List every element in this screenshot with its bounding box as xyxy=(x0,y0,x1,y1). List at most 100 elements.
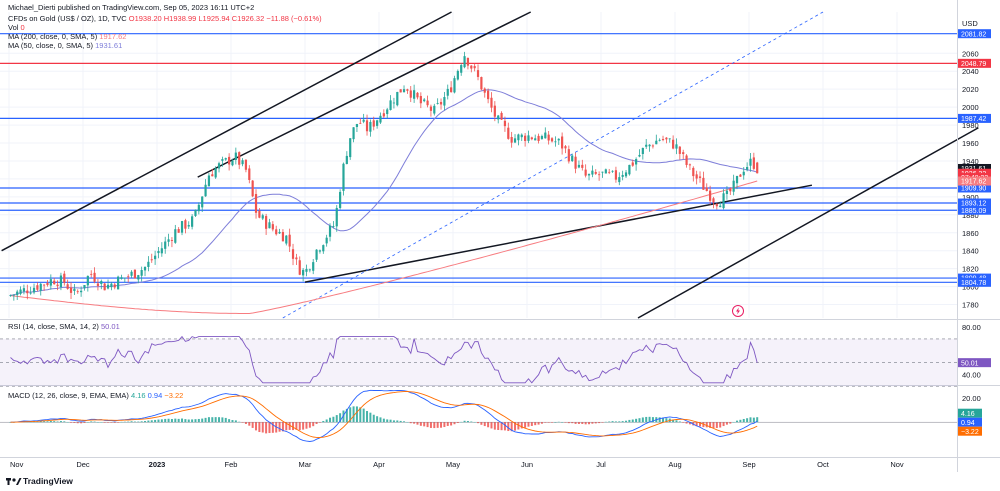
candle-body xyxy=(170,240,174,241)
rsi-value-badge xyxy=(958,358,991,368)
volume-legend[interactable]: Vol 0 xyxy=(8,23,25,32)
macd-histogram-bar xyxy=(493,422,496,430)
candle-body xyxy=(503,120,507,127)
price-tick-label: 1960 xyxy=(962,139,979,148)
macd-histogram-bar xyxy=(214,417,217,423)
macd-value-badge-label: 0.94 xyxy=(961,420,975,427)
macd-histogram-bar xyxy=(416,422,419,425)
level-badge[interactable] xyxy=(958,277,991,287)
macd-histogram-bar xyxy=(534,422,537,426)
macd-histogram-bar xyxy=(450,422,453,426)
candle-body xyxy=(12,294,15,296)
trendlines[interactable] xyxy=(1,11,979,319)
level-badge-label: 1804.78 xyxy=(961,280,986,287)
candle-body xyxy=(416,92,419,98)
macd-histogram-bar xyxy=(86,422,89,423)
candle-body xyxy=(305,268,308,272)
price-tick-label: 1880 xyxy=(962,211,979,220)
candle-body xyxy=(244,159,248,170)
candle-body xyxy=(369,121,372,132)
candle-body xyxy=(39,283,42,291)
time-tick-label: Mar xyxy=(299,460,312,469)
macd-histogram-bar xyxy=(477,422,480,424)
candle-body xyxy=(204,184,207,197)
rsi-legend[interactable]: RSI (14, close, SMA, 14, 2) 50.01 xyxy=(8,322,120,331)
macd-histogram-bar xyxy=(507,422,510,432)
macd-histogram-bar xyxy=(184,419,187,423)
candle-body xyxy=(557,138,560,141)
macd-histogram-bar xyxy=(648,416,651,423)
trendline[interactable] xyxy=(197,11,532,178)
author-name[interactable]: Michael_Dierti xyxy=(8,3,56,12)
lightning-icon[interactable] xyxy=(732,305,744,317)
level-badge[interactable] xyxy=(958,113,991,123)
level-badge[interactable] xyxy=(958,58,991,68)
candle-body xyxy=(406,89,409,91)
trendline[interactable] xyxy=(1,11,452,252)
candle-body xyxy=(722,193,725,209)
candle-body xyxy=(32,287,36,293)
instrument-legend[interactable]: CFDs on Gold (US$ / OZ), 1D, TVC O1938.2… xyxy=(8,14,322,23)
macd-histogram-bar xyxy=(352,406,355,423)
macd-histogram-bar xyxy=(359,407,362,423)
ma200-legend[interactable]: MA (200, close, 0, SMA, 5) 1917.62 xyxy=(8,32,126,41)
trendline[interactable] xyxy=(304,184,813,283)
price-axis[interactable]: USD1780180018201840186018801900192019401… xyxy=(958,19,991,310)
price-badge[interactable] xyxy=(958,163,991,173)
horizontal-levels[interactable] xyxy=(0,33,957,283)
macd-histogram-bar xyxy=(265,422,268,434)
level-badge-label: 2081.82 xyxy=(961,31,986,38)
macd-histogram-bar xyxy=(137,421,140,423)
macd-histogram-bar xyxy=(564,422,567,423)
macd-value-badge xyxy=(958,408,982,418)
candle-body xyxy=(147,261,150,267)
macd-histogram-bar xyxy=(446,422,449,426)
candle-body xyxy=(241,160,244,165)
trendline[interactable] xyxy=(637,127,979,319)
candle-body xyxy=(382,113,385,117)
level-badge-label: 1909.90 xyxy=(961,186,986,193)
macd-histogram-bar xyxy=(470,421,473,423)
price-tick-label: 1800 xyxy=(962,283,979,292)
candle-body xyxy=(16,291,19,296)
candle-body xyxy=(268,222,271,229)
candle-body xyxy=(127,276,130,278)
level-badge[interactable] xyxy=(958,29,991,39)
macd-histogram-bar xyxy=(258,422,261,433)
candle-body xyxy=(527,135,530,141)
level-badge[interactable] xyxy=(958,198,991,208)
candle-body xyxy=(517,134,520,141)
candle-body xyxy=(604,169,607,174)
time-axis[interactable]: Nov Dec 2023 Feb Mar Apr May Jun Jul Aug Sep Oct Nov xyxy=(10,460,904,469)
macd-histogram-bar xyxy=(672,419,675,423)
macd-legend[interactable]: MACD (12, 26, close, 9, EMA, EMA) 4.16 0… xyxy=(8,391,183,400)
candle-body xyxy=(641,147,644,155)
rsi-tick-label: 40.00 xyxy=(962,371,981,380)
macd-histogram-bar xyxy=(144,421,147,423)
candle-body xyxy=(103,283,106,291)
price-tick-label: 1900 xyxy=(962,193,979,202)
candle-body xyxy=(466,57,470,66)
macd-histogram-bar xyxy=(567,422,570,424)
macd-histogram-bar xyxy=(325,419,328,423)
candle-body xyxy=(251,180,254,197)
macd-histogram-bar xyxy=(752,417,755,423)
candle-body xyxy=(140,270,143,276)
price-badge[interactable] xyxy=(958,176,991,186)
level-badge[interactable] xyxy=(958,183,991,193)
level-badge[interactable] xyxy=(958,205,991,215)
dashed-trendline[interactable] xyxy=(282,11,824,319)
macd-histogram-bar xyxy=(372,414,375,423)
macd-histogram-bar xyxy=(665,418,668,423)
macd-tick-label: 20.00 xyxy=(962,394,981,403)
macd-histogram-bar xyxy=(436,422,439,428)
macd-histogram-bar xyxy=(83,422,86,423)
candle-body xyxy=(631,162,634,166)
candle-body xyxy=(308,269,311,271)
macd-histogram-bar xyxy=(503,422,506,431)
time-tick-label: Apr xyxy=(373,460,385,469)
macd-histogram-bar xyxy=(49,420,52,423)
ma50-legend[interactable]: MA (50, close, 0, SMA, 5) 1931.61 xyxy=(8,41,122,50)
macd-value-badge xyxy=(958,417,982,427)
